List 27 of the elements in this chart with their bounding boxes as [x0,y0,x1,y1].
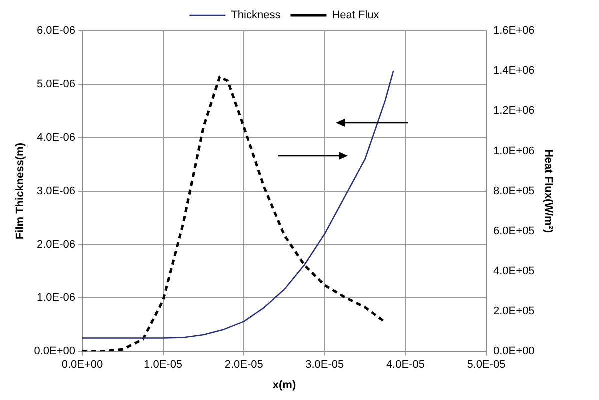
y-axis-title: Film Thickness(m) [14,142,27,240]
x-tick-label: 1.0E-05 [144,359,183,372]
x-tick-label: 5.0E-05 [467,359,506,372]
legend-label: Heat Flux [332,10,380,22]
y2-tick-label: 4.0E+05 [494,265,535,278]
y-tick-label: 4.0E-06 [36,132,76,144]
y-tick-label: 5.0E-06 [36,78,76,90]
y-tick-label: 2.0E-06 [36,238,76,251]
y2-tick-label: 1.0E+06 [494,145,535,158]
y2-tick-label: 8.0E+05 [494,185,535,198]
x-tick-label: 4.0E-05 [386,359,425,372]
x-tick-label: 0.0E+00 [62,359,104,372]
y2-tick-label: 6.0E+05 [494,225,535,238]
y2-tick-label: 1.2E+06 [494,105,535,118]
x-tick-label: 3.0E-05 [306,359,344,372]
y-tick-label: 6.0E-06 [36,25,76,38]
y-tick-label: 3.0E-06 [36,185,76,198]
y2-tick-label: 0.0E+00 [494,346,535,358]
y-tick-label: 0.0E+00 [34,346,76,358]
x-axis-title: x(m) [272,379,296,392]
y2-tick-label: 1.4E+06 [494,65,535,78]
y2-tick-label: 2.0E+05 [494,306,535,318]
x-tick-label: 2.0E-05 [224,359,264,372]
legend-label: Thickness [231,10,282,22]
y-tick-label: 1.0E-06 [36,292,76,304]
y2-axis-title: Heat Flux(W/m²) [542,149,554,234]
y2-tick-label: 1.6E+06 [494,25,535,38]
